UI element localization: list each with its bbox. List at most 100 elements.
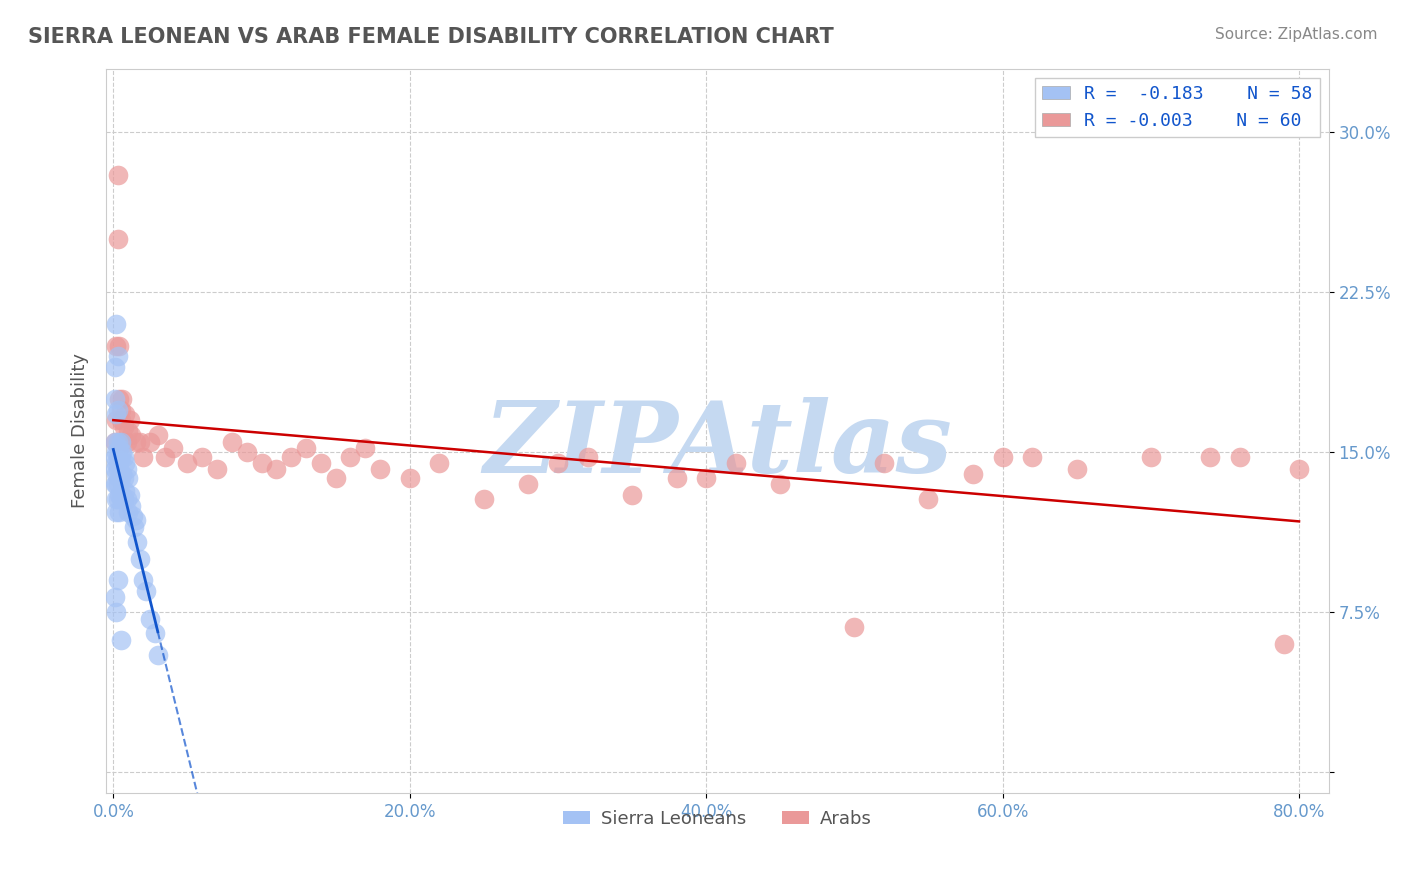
Point (1229, 450, 1251, 464)
Point (112, 450, 135, 464)
Point (115, 434, 138, 449)
Point (105, 605, 128, 619)
Point (105, 505, 128, 519)
Point (1272, 637, 1295, 651)
Point (139, 434, 162, 449)
Point (107, 492, 129, 507)
Point (472, 492, 495, 507)
Point (621, 488, 644, 502)
Point (107, 450, 129, 464)
Legend: Sierra Leoneans, Arabs: Sierra Leoneans, Arabs (555, 803, 879, 835)
Point (107, 232, 129, 246)
Point (105, 339, 128, 353)
Point (104, 591, 127, 605)
Point (114, 456, 136, 470)
Point (118, 488, 141, 502)
Point (107, 573, 129, 587)
Point (107, 402, 129, 417)
Point (110, 434, 132, 449)
Point (354, 441, 377, 455)
Point (105, 445, 128, 459)
Point (104, 450, 127, 464)
Point (124, 434, 146, 449)
Point (132, 450, 155, 464)
Point (368, 462, 391, 476)
Point (117, 424, 139, 438)
Point (105, 477, 128, 491)
Point (665, 471, 688, 485)
Point (108, 441, 131, 455)
Point (118, 413, 141, 427)
Point (117, 471, 139, 485)
Point (576, 450, 599, 464)
Point (266, 462, 288, 476)
Point (115, 462, 138, 476)
Point (110, 471, 132, 485)
Point (107, 477, 129, 491)
Point (221, 434, 243, 449)
Point (205, 462, 228, 476)
Point (104, 477, 127, 491)
Point (107, 434, 129, 449)
Point (235, 445, 257, 459)
Point (917, 492, 939, 507)
Point (991, 450, 1014, 464)
Point (104, 434, 127, 449)
Text: Source: ZipAtlas.com: Source: ZipAtlas.com (1215, 27, 1378, 42)
Point (108, 392, 131, 406)
Point (114, 407, 136, 421)
Point (325, 471, 347, 485)
Point (110, 402, 132, 417)
Y-axis label: Female Disability: Female Disability (72, 353, 89, 508)
Point (135, 583, 157, 598)
Point (139, 611, 162, 625)
Point (105, 318, 128, 332)
Point (120, 499, 142, 513)
Point (105, 467, 128, 481)
Point (112, 419, 135, 434)
Point (112, 471, 135, 485)
Point (280, 450, 302, 464)
Point (132, 573, 155, 587)
Point (112, 492, 135, 507)
Point (724, 456, 747, 470)
Point (1066, 462, 1088, 476)
Text: SIERRA LEONEAN VS ARAB FEMALE DISABILITY CORRELATION CHART: SIERRA LEONEAN VS ARAB FEMALE DISABILITY… (28, 27, 834, 46)
Point (162, 441, 184, 455)
Point (122, 520, 145, 534)
Point (111, 392, 134, 406)
Point (104, 462, 127, 476)
Point (108, 339, 131, 353)
Point (107, 349, 129, 363)
Point (114, 483, 136, 498)
Point (110, 450, 132, 464)
Point (104, 392, 127, 406)
Point (105, 492, 128, 507)
Point (146, 648, 169, 662)
Point (873, 456, 896, 470)
Point (115, 492, 138, 507)
Point (962, 467, 984, 481)
Point (110, 492, 132, 507)
Point (105, 456, 128, 470)
Point (121, 509, 143, 524)
Point (176, 456, 198, 470)
Point (125, 534, 148, 549)
Point (129, 552, 152, 566)
Point (1021, 450, 1043, 464)
Point (517, 477, 540, 491)
Point (124, 513, 146, 527)
Point (110, 632, 132, 647)
Point (111, 467, 134, 481)
Point (143, 626, 166, 640)
Text: ZIPAtlas: ZIPAtlas (482, 397, 952, 493)
Point (844, 620, 866, 634)
Point (111, 488, 134, 502)
Point (1199, 450, 1222, 464)
Point (108, 456, 131, 470)
Point (129, 434, 152, 449)
Point (146, 428, 169, 442)
Point (104, 434, 127, 449)
Point (250, 456, 273, 470)
Point (111, 445, 134, 459)
